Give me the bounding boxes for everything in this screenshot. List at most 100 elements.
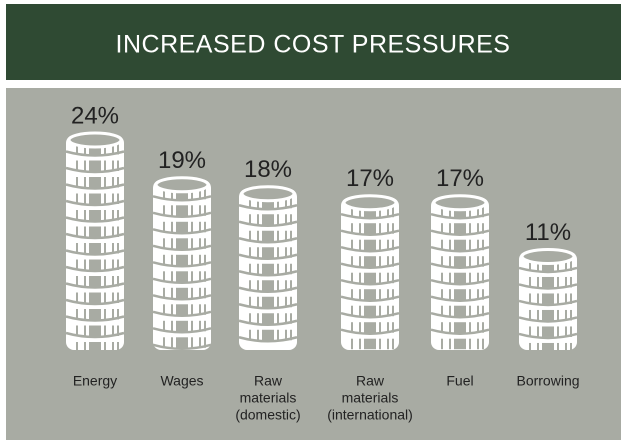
coin-edge xyxy=(65,282,125,289)
coin-face xyxy=(89,243,101,254)
coin-face xyxy=(364,289,376,300)
coin-edge xyxy=(152,228,212,235)
coin-edge xyxy=(430,295,490,302)
coin-face xyxy=(364,206,376,218)
value-label: 19% xyxy=(158,147,206,174)
coin-edge xyxy=(152,261,212,268)
category-label: Energy xyxy=(73,373,117,389)
coin-face xyxy=(364,272,376,284)
coin-stack xyxy=(65,131,125,353)
coin-edge xyxy=(238,336,298,343)
coin-edge xyxy=(340,246,400,253)
category-label: materials xyxy=(240,390,297,406)
coin-face xyxy=(454,256,466,267)
coin-edge xyxy=(65,199,125,207)
coin-face xyxy=(89,342,101,353)
coin-edge xyxy=(430,279,490,286)
coin-top xyxy=(67,131,123,149)
coin-face xyxy=(364,239,376,251)
coin-edge xyxy=(65,150,125,157)
coin-face xyxy=(454,272,466,284)
coin-face xyxy=(89,325,101,336)
coin-top xyxy=(520,247,576,265)
value-label: 24% xyxy=(71,102,119,129)
coin-top xyxy=(240,185,296,203)
coin-edge xyxy=(238,204,298,211)
category-label: Fuel xyxy=(446,373,473,389)
coin-top xyxy=(154,176,210,194)
coin-face xyxy=(542,260,554,271)
coin-edge xyxy=(238,220,298,227)
coin-stack xyxy=(518,247,578,354)
coin-edge xyxy=(152,310,212,318)
coin-edge xyxy=(340,312,400,319)
coin-edge xyxy=(65,315,125,322)
coin-face xyxy=(89,160,101,171)
coin-face xyxy=(262,280,274,291)
coin-edge xyxy=(152,277,212,285)
coin-face xyxy=(176,221,188,233)
coin-face xyxy=(176,337,188,348)
coin-face xyxy=(89,259,101,270)
coin-edge xyxy=(430,312,490,319)
category-label: (international) xyxy=(327,407,413,423)
value-label: 17% xyxy=(436,165,484,192)
coin-edge xyxy=(340,262,400,269)
value-label: 11% xyxy=(525,219,571,246)
coin-edge xyxy=(238,319,298,326)
coin-face xyxy=(176,287,188,299)
coin-edge xyxy=(518,299,578,307)
coin-face xyxy=(176,320,188,332)
coin-face xyxy=(176,254,188,266)
coin-face xyxy=(89,210,101,221)
coin-edge xyxy=(238,270,298,277)
coin-edge xyxy=(518,316,578,323)
coin-face xyxy=(176,271,188,282)
value-label: 18% xyxy=(244,156,292,183)
coin-face xyxy=(454,223,466,234)
coin-face xyxy=(176,205,188,216)
coin-face xyxy=(542,309,554,321)
coin-top xyxy=(342,194,398,212)
coin-face xyxy=(542,326,554,337)
coin-face xyxy=(176,188,188,200)
coin-edge xyxy=(65,265,125,273)
coin-face xyxy=(542,276,554,288)
coin-top xyxy=(432,194,488,212)
coin-stack xyxy=(340,194,400,350)
coin-edge xyxy=(430,213,490,220)
coin-edge xyxy=(518,266,578,274)
coin-edge xyxy=(340,295,400,302)
coin-face xyxy=(262,214,274,225)
coin-edge xyxy=(430,328,490,335)
coin-edge xyxy=(65,166,125,174)
coin-face xyxy=(542,342,554,354)
coin-edge xyxy=(430,229,490,236)
coin-face xyxy=(454,289,466,300)
coin-edge xyxy=(340,279,400,286)
coin-edge xyxy=(238,303,298,310)
coin-edge xyxy=(518,283,578,290)
coin-edge xyxy=(340,328,400,335)
coin-face xyxy=(89,226,101,237)
coin-face xyxy=(454,338,466,350)
coin-face xyxy=(89,144,101,155)
coin-edge xyxy=(238,237,298,244)
coin-face xyxy=(262,329,274,341)
coin-stack xyxy=(152,176,212,351)
value-label: 17% xyxy=(346,165,394,192)
coin-face xyxy=(262,296,274,308)
coin-edge xyxy=(152,343,212,351)
coin-face xyxy=(89,177,101,188)
category-label: materials xyxy=(342,390,399,406)
coin-face xyxy=(89,309,101,320)
coin-face xyxy=(454,305,466,317)
coin-face xyxy=(364,338,376,350)
coin-edge xyxy=(65,298,125,306)
coin-edge xyxy=(152,327,212,334)
coin-edge xyxy=(518,332,578,340)
coin-face xyxy=(542,293,554,304)
coin-face xyxy=(89,292,101,303)
coin-edge xyxy=(65,249,125,256)
